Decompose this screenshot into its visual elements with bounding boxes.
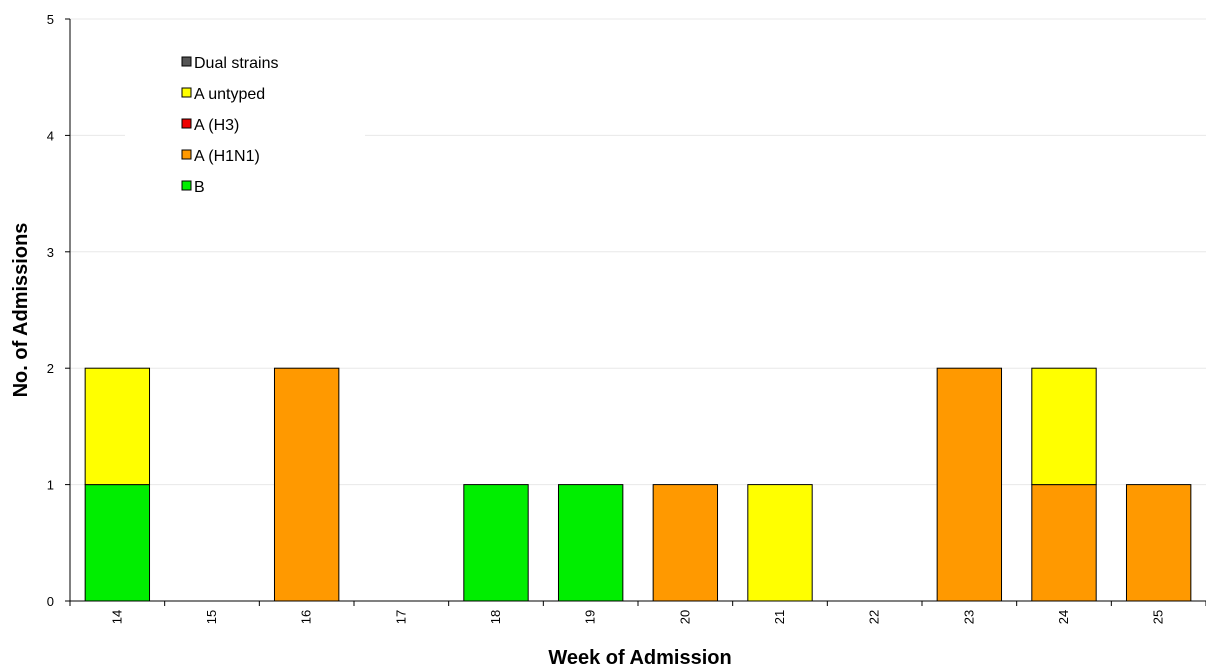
- x-tick-label-16: 16: [299, 610, 314, 624]
- legend-label-dual-strains: Dual strains: [194, 55, 278, 72]
- legend-swatch-a-h1n1: [181, 149, 192, 160]
- y-tick-label: 3: [47, 245, 54, 260]
- x-tick-label-19: 19: [583, 610, 598, 624]
- y-tick-label: 2: [47, 361, 54, 376]
- bar-segment-a-h1n1-week-24: [1031, 484, 1097, 602]
- y-tick-label: 5: [47, 12, 54, 27]
- legend-label-a-h1n1: A (H1N1): [194, 148, 260, 165]
- bars: [84, 367, 1192, 602]
- bar-segment-a-h1n1-week-23: [936, 367, 1003, 602]
- bar-segment-a-untyped-week-21: [747, 484, 813, 602]
- axes: [65, 18, 1206, 606]
- y-tick-label: 0: [47, 594, 54, 609]
- legend-swatch-b: [181, 180, 192, 191]
- x-tick-label-18: 18: [488, 610, 503, 624]
- x-tick-label-22: 22: [867, 610, 882, 624]
- x-tick-labels: 14 15 16 17 18 19 20 21 22 23 24 25: [109, 610, 1165, 624]
- legend: Dual strains A untyped A (H3) A (H1N1) B: [181, 55, 278, 196]
- y-tick-label: 1: [47, 478, 54, 493]
- bar-segment-a-h1n1-week-20: [652, 484, 719, 602]
- x-tick-label-20: 20: [677, 610, 692, 624]
- bar-segment-b-week-14: [84, 484, 151, 602]
- bar-segment-a-h1n1-week-25: [1125, 484, 1192, 602]
- x-tick-label-14: 14: [109, 610, 124, 624]
- x-tick-label-15: 15: [204, 610, 219, 624]
- legend-swatch-a-h3: [181, 118, 192, 129]
- bar-segment-a-h1n1-week-16: [273, 367, 340, 602]
- y-tick-label: 4: [47, 128, 54, 143]
- bar-segment-b-week-18: [463, 484, 529, 602]
- y-tick-labels: 0 1 2 3 4 5: [47, 12, 54, 609]
- bar-segment-a-untyped-week-24: [1031, 367, 1097, 486]
- legend-label-a-untyped: A untyped: [194, 86, 265, 103]
- x-axis-title: Week of Admission: [548, 647, 731, 668]
- x-tick-label-23: 23: [961, 610, 976, 624]
- bar-segment-a-untyped-week-14: [84, 367, 151, 486]
- x-tick-label-17: 17: [393, 610, 408, 624]
- x-tick-label-21: 21: [772, 610, 787, 624]
- legend-mask: [125, 45, 365, 205]
- legend-label-b: B: [194, 179, 205, 196]
- legend-swatch-a-untyped: [181, 87, 192, 98]
- bar-segment-b-week-19: [557, 484, 624, 602]
- legend-label-a-h3: A (H3): [194, 117, 239, 134]
- legend-swatch-dual-strains: [181, 56, 192, 67]
- x-tick-label-25: 25: [1151, 610, 1166, 624]
- x-tick-label-24: 24: [1056, 610, 1071, 624]
- y-axis-title: No. of Admissions: [10, 223, 32, 398]
